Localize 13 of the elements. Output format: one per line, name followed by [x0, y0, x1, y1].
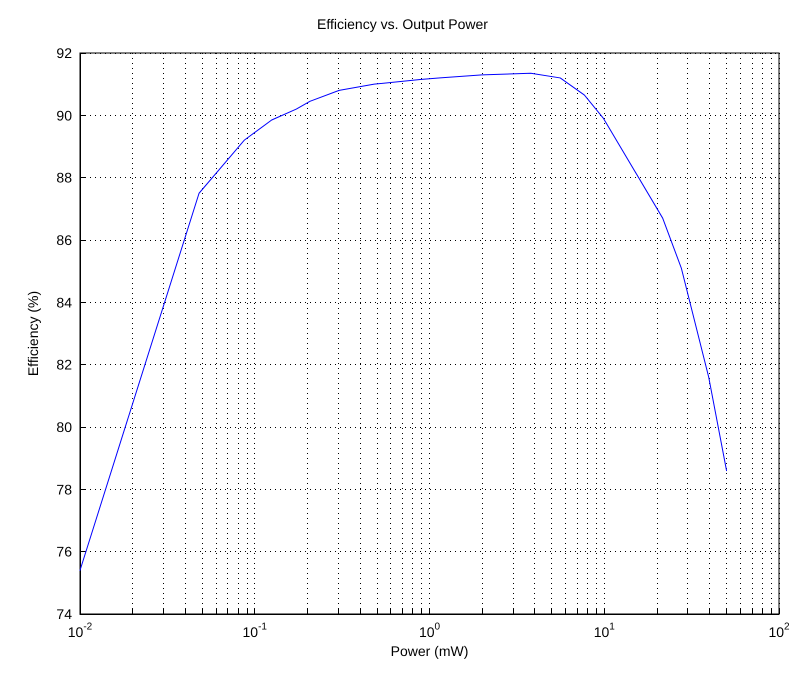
y-tick-label: 84 — [56, 294, 72, 310]
y-tick-label: 78 — [56, 481, 72, 498]
y-tick-label: 80 — [56, 419, 72, 435]
x-axis-title: Power (mW) — [390, 643, 468, 659]
y-axis-title: Efficiency (%) — [25, 290, 41, 376]
y-tick-label: 86 — [56, 232, 72, 248]
y-tick-label: 74 — [56, 606, 72, 622]
y-tick-label: 92 — [56, 45, 72, 61]
y-tick-label: 88 — [56, 170, 72, 186]
chart-title: Efficiency vs. Output Power — [317, 16, 488, 32]
y-tick-label: 76 — [56, 544, 72, 560]
y-tick-label: 82 — [56, 356, 72, 373]
y-tick-label: 90 — [56, 107, 72, 124]
